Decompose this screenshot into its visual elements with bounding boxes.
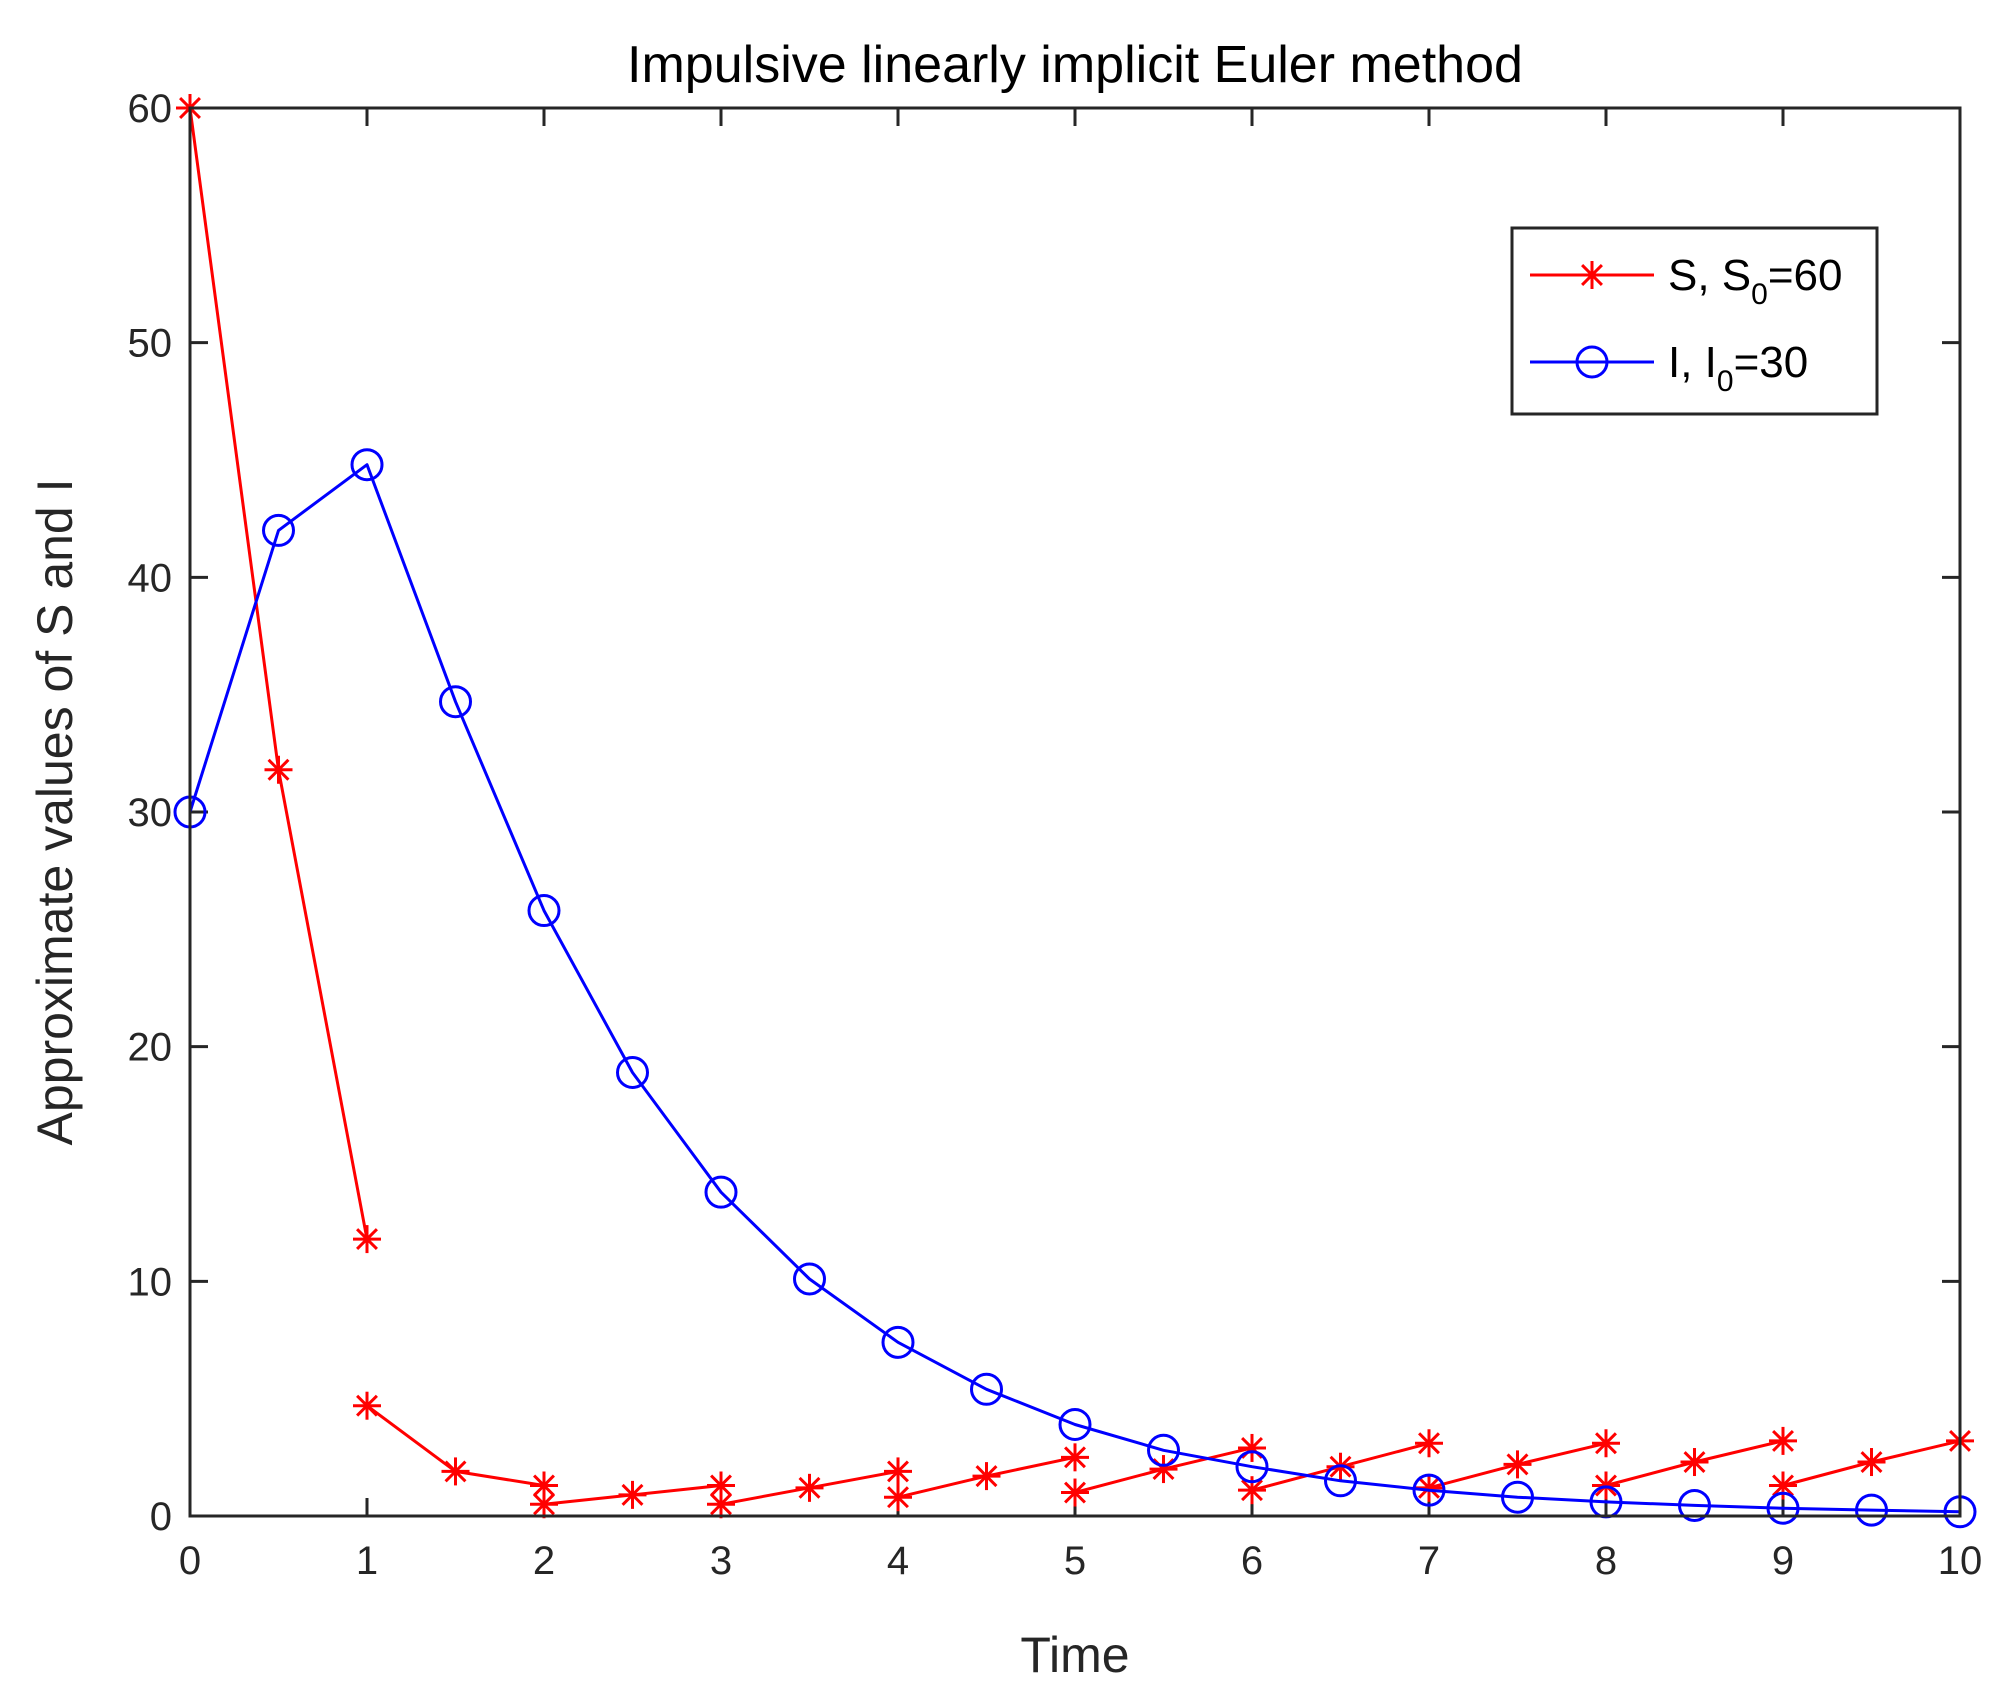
y-axis-label: Approximate values of S and I <box>27 478 83 1145</box>
series-i-point <box>350 448 384 482</box>
series-s-point <box>707 1471 735 1500</box>
y-tick-label: 50 <box>128 322 173 366</box>
series-s-point <box>353 1391 381 1420</box>
legend-entry-i: I, I0=30 <box>1530 338 1808 398</box>
series-i-point <box>1324 1464 1357 1498</box>
series-i-point <box>1501 1480 1534 1514</box>
series-i-point <box>439 685 472 719</box>
legend-label-i-tail: =30 <box>1734 338 1809 387</box>
legend-entry-s: S, S0=60 <box>1530 251 1842 311</box>
x-axis-label: Time <box>1020 1627 1129 1683</box>
series-s-point <box>1149 1455 1178 1484</box>
series-s-point <box>1061 1443 1089 1472</box>
x-tick-label: 9 <box>1772 1539 1794 1583</box>
series-i-point <box>1855 1493 1888 1527</box>
series-i-point <box>704 1175 738 1209</box>
series-s-point <box>1238 1433 1266 1462</box>
series-s-point <box>1503 1450 1532 1479</box>
series-s-point <box>707 1490 735 1519</box>
legend-label-s: S, S0=60 <box>1668 251 1842 311</box>
legend-marker-s <box>1578 261 1606 289</box>
y-tick-label: 10 <box>128 1260 173 1304</box>
series-i-point <box>881 1325 915 1359</box>
axes-box <box>188 106 1962 1518</box>
series-i-point <box>1058 1407 1092 1441</box>
series-i-point <box>793 1262 826 1296</box>
series-s-point <box>1769 1426 1797 1455</box>
series-s-point <box>618 1480 647 1509</box>
x-tick-label: 0 <box>179 1539 201 1583</box>
y-tick-label: 0 <box>150 1495 172 1539</box>
series-s-point <box>1680 1448 1709 1477</box>
series-i-point <box>1678 1488 1711 1522</box>
series-s-point <box>1061 1478 1089 1507</box>
series-i-point <box>1766 1491 1800 1525</box>
series-i-point <box>527 894 561 928</box>
series-s-point <box>1592 1429 1620 1458</box>
series-s-point <box>441 1457 470 1486</box>
y-tick-label: 30 <box>128 791 173 835</box>
series-s-point <box>795 1473 824 1502</box>
x-tick-label: 4 <box>887 1539 909 1583</box>
y-tick-label: 20 <box>128 1026 173 1070</box>
series-layer <box>173 94 1977 1529</box>
legend-label-i-main: I, I <box>1668 338 1717 387</box>
x-tick-label: 5 <box>1064 1539 1086 1583</box>
x-tick-label: 2 <box>533 1539 555 1583</box>
y-tick-label: 40 <box>128 556 173 600</box>
series-i-point <box>262 513 295 547</box>
legend-marker-i <box>1575 345 1609 379</box>
series-i-point <box>970 1372 1003 1406</box>
legend-label-s-sub: 0 <box>1751 278 1768 311</box>
legend-label-s-main: S, S <box>1668 251 1751 300</box>
x-tick-label: 3 <box>710 1539 732 1583</box>
legend-label-i-sub: 0 <box>1717 365 1734 398</box>
x-tick-label: 7 <box>1418 1539 1440 1583</box>
x-tick-label: 10 <box>1938 1539 1983 1583</box>
series-s-point <box>884 1483 912 1512</box>
legend-marker-i-glyph <box>1575 345 1609 379</box>
series-s-point <box>1857 1448 1886 1477</box>
legend-marker-s-glyph <box>1578 261 1606 289</box>
series-s-point <box>884 1457 912 1486</box>
x-tick-label: 1 <box>356 1539 378 1583</box>
series-s-point <box>353 1225 381 1254</box>
series-s-point <box>530 1490 558 1519</box>
x-tick-label: 6 <box>1241 1539 1263 1583</box>
series-s <box>176 94 1974 1519</box>
x-tick-label: 8 <box>1595 1539 1617 1583</box>
series-s-point <box>1415 1429 1443 1458</box>
legend-label-i: I, I0=30 <box>1668 338 1808 398</box>
legend: S, S0=60 I, I0=30 <box>1510 226 1879 416</box>
series-i-point <box>616 1055 649 1089</box>
series-i-point <box>1235 1450 1269 1484</box>
ticks-layer: 0 1 2 3 4 5 6 7 8 9 10 0 10 20 30 40 50 60 <box>128 87 1983 1583</box>
y-tick-label: 60 <box>128 87 173 131</box>
series-i-point <box>1412 1473 1446 1507</box>
chart-title: Impulsive linearly implicit Euler method <box>627 36 1523 94</box>
series-i-line <box>188 463 1961 1514</box>
legend-label-s-tail: =60 <box>1768 251 1843 300</box>
series-s-point <box>264 755 293 784</box>
series-s-point <box>972 1462 1001 1491</box>
series-i-point <box>1147 1433 1180 1467</box>
legend-box <box>1510 226 1879 416</box>
series-s-point <box>1769 1471 1797 1500</box>
